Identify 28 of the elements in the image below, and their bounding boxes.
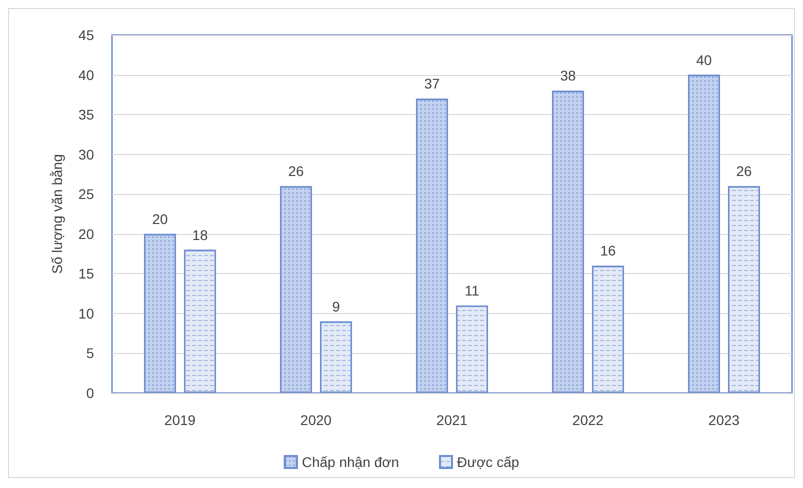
y-tick-label: 5 [86, 345, 94, 362]
y-tick-label: 45 [78, 27, 94, 43]
x-tick-label: 2021 [436, 412, 468, 428]
y-tick-label: 40 [78, 66, 94, 83]
data-label: 18 [192, 226, 208, 243]
data-label: 38 [560, 68, 576, 84]
y-tick-label: 25 [78, 186, 94, 202]
data-label: 40 [696, 52, 712, 68]
y-tick-label: 30 [78, 146, 94, 162]
y-tick-label: 15 [78, 266, 94, 282]
y-tick-label: 10 [78, 305, 94, 322]
y-tick-label: 0 [86, 385, 94, 401]
y-tick-label: 35 [78, 106, 94, 123]
x-tick-label: 2019 [164, 412, 196, 428]
data-label: 9 [332, 298, 340, 314]
x-tick-label: 2023 [708, 412, 740, 428]
data-label: 11 [464, 282, 480, 298]
data-label: 26 [288, 163, 304, 180]
legend-label: Được cấp [457, 454, 520, 470]
data-label: 16 [600, 242, 616, 259]
data-label: 37 [424, 76, 440, 92]
data-label: 26 [736, 163, 752, 180]
x-tick-label: 2020 [300, 412, 332, 428]
legend-label: Chấp nhận đơn [302, 454, 400, 470]
data-label: 20 [152, 210, 168, 227]
y-axis-title: Số lượng văn bằng [49, 154, 65, 274]
x-tick-label: 2022 [572, 412, 604, 428]
y-tick-label: 20 [78, 226, 94, 242]
